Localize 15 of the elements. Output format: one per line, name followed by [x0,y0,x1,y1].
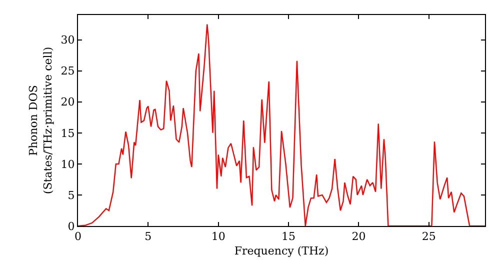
y-tick-label: 30 [60,34,75,47]
x-tick-label: 15 [282,230,296,244]
y-tick-label: 0 [68,220,75,233]
x-tick-label: 20 [352,230,366,244]
y-tick-label: 10 [60,158,75,171]
y-axis-title: Phonon DOS (States/THz·primitive cell) [27,46,54,194]
y-tick-label: 15 [60,126,75,140]
x-axis-title: Frequency (THz) [234,244,329,258]
x-tick-label: 25 [422,230,436,244]
x-tick-label: 10 [211,230,226,244]
y-tick-label: 25 [60,64,75,78]
y-tick-label: 20 [60,96,75,109]
line-series [78,24,485,226]
y-tick-label: 5 [68,188,75,202]
x-tick-label: 5 [144,230,152,244]
